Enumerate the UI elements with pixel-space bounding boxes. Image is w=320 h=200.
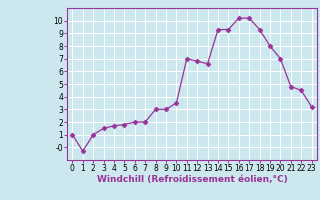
X-axis label: Windchill (Refroidissement éolien,°C): Windchill (Refroidissement éolien,°C) <box>97 175 287 184</box>
